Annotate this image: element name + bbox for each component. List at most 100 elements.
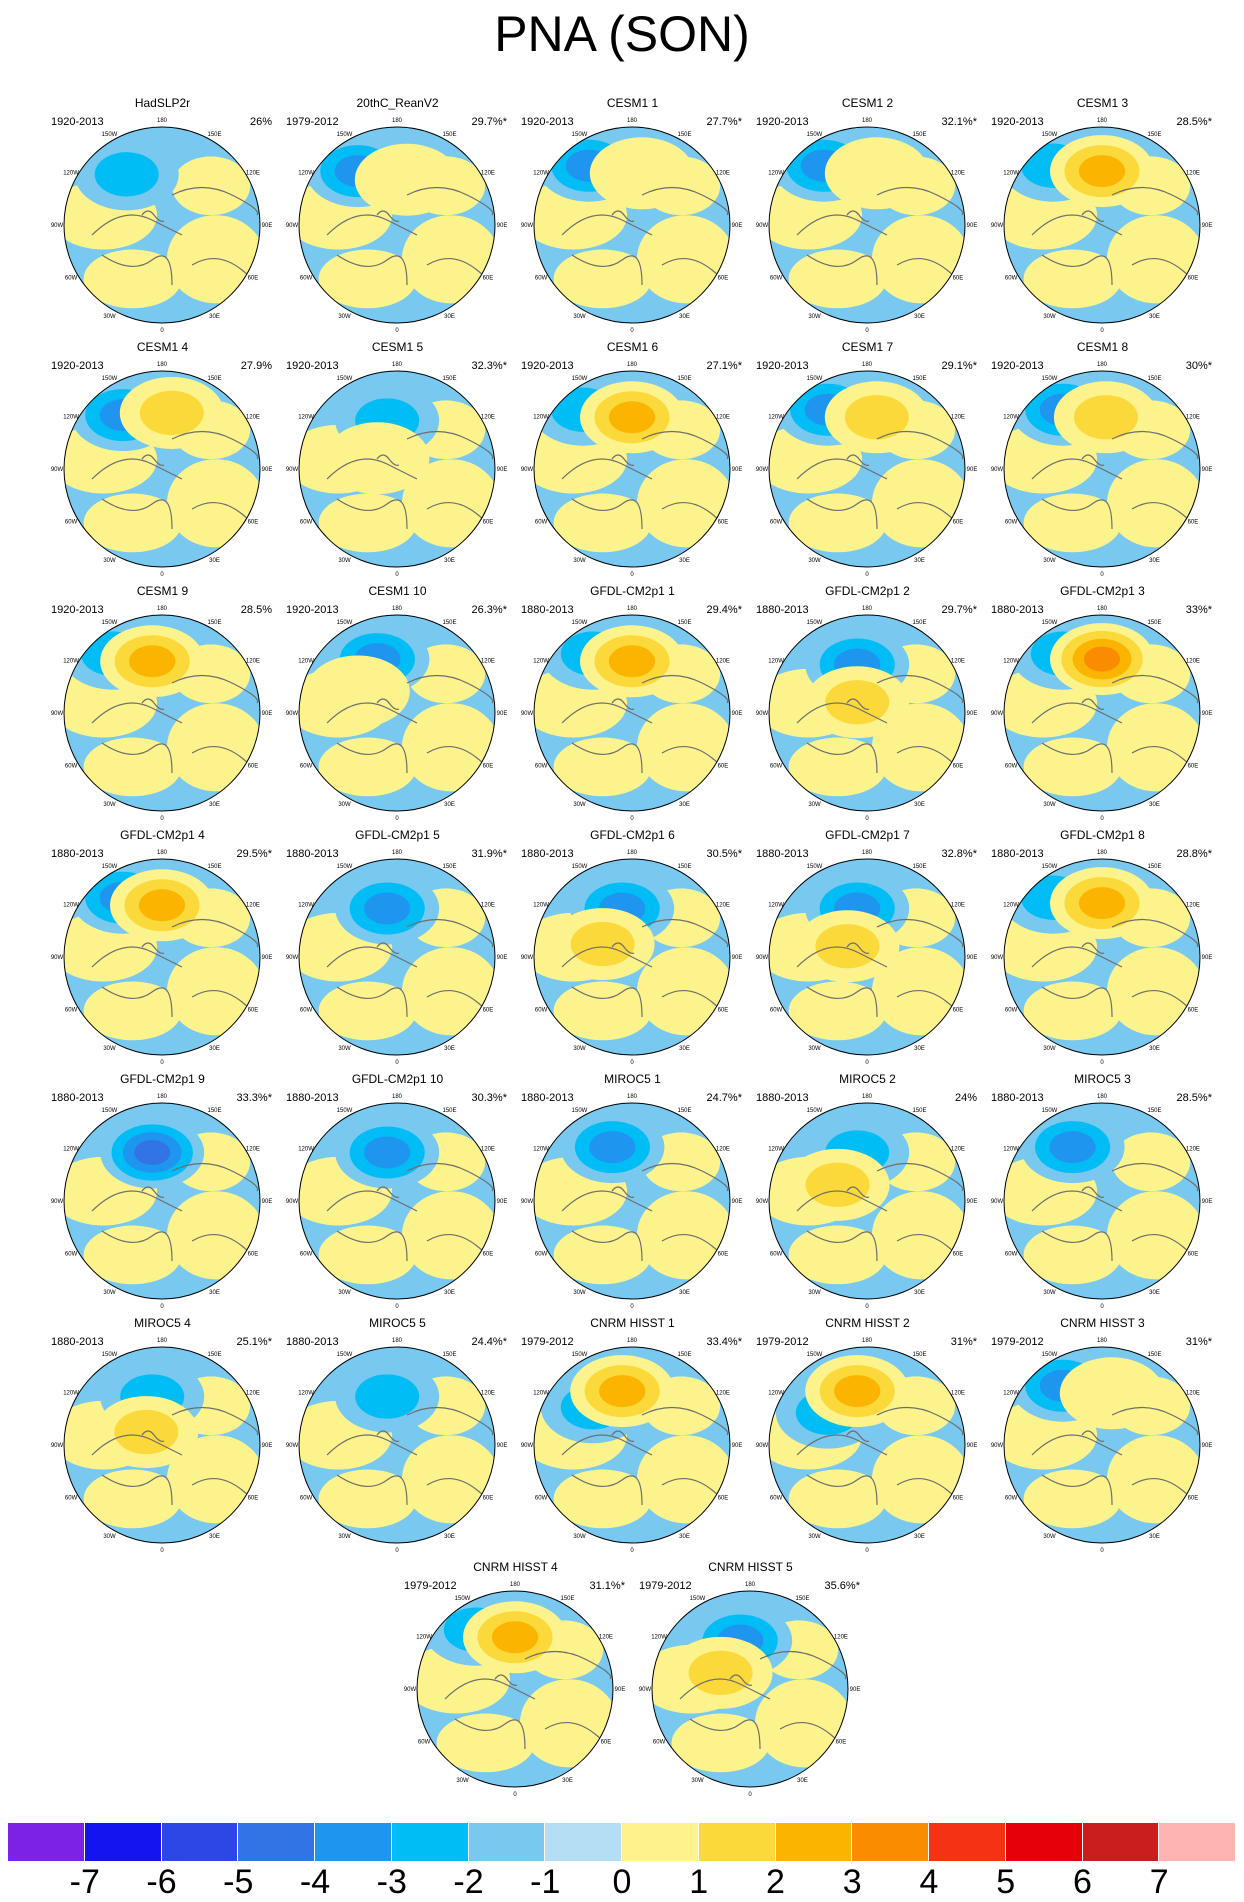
longitude-label: 90E bbox=[1202, 223, 1213, 229]
map-panel: CESM1 3 1920-2013 28.5%* 180 150W 150E 120W 120… bbox=[985, 96, 1220, 336]
longitude-label: 150W bbox=[102, 620, 118, 626]
panel-title: CESM1 3 bbox=[1076, 96, 1129, 110]
polar-map: 180 150W 150E 120W 120E 90W 90E 60W 60E 30W 30E 0 bbox=[286, 850, 508, 1066]
positive-center bbox=[825, 680, 890, 725]
longitude-label: 150E bbox=[1147, 376, 1161, 382]
colorbar-swatch bbox=[238, 1823, 315, 1861]
longitude-label: 0 bbox=[630, 328, 634, 334]
panel-period: 1920-2013 bbox=[991, 116, 1044, 128]
longitude-label: 180 bbox=[1097, 1338, 1108, 1344]
longitude-label: 120W bbox=[1003, 415, 1019, 421]
longitude-label: 150W bbox=[337, 1108, 353, 1114]
panel-variance: 31%* bbox=[950, 1336, 977, 1348]
longitude-label: 120W bbox=[1003, 659, 1019, 665]
colorbar-swatch bbox=[622, 1823, 699, 1861]
longitude-label: 150W bbox=[690, 1596, 706, 1602]
coastline bbox=[326, 186, 495, 296]
map-panel: 20thC_ReanV2 1979-2012 29.7%* 180 150W 150E 12… bbox=[280, 96, 515, 336]
panel-title: GFDL-CM2p1 2 bbox=[825, 584, 910, 598]
polar-map: 180 150W 150E 120W 120E 90W 90E 60W 60E 30W 30E 0 bbox=[521, 850, 743, 1066]
map-panel: CNRM HISST 1 1979-2012 33.4%* 180 150W 150E 12… bbox=[515, 1316, 750, 1556]
longitude-label: 90W bbox=[756, 711, 769, 717]
longitude-label: 60W bbox=[770, 276, 783, 282]
positive-region bbox=[166, 1435, 260, 1524]
longitude-label: 90W bbox=[51, 1443, 64, 1449]
colorbar-label: 3 bbox=[842, 1863, 862, 1901]
polar-map: 180 150W 150E 120W 120E 90W 90E 60W 60E 30W 30E 0 bbox=[51, 606, 273, 822]
panel-title: CNRM HISST 5 bbox=[708, 1560, 793, 1574]
positive-center bbox=[491, 1621, 539, 1654]
positive-region bbox=[166, 1191, 260, 1280]
longitude-label: 60W bbox=[65, 276, 78, 282]
longitude-label: 120W bbox=[533, 659, 549, 665]
longitude-label: 150W bbox=[572, 620, 588, 626]
panel-title: CESM1 4 bbox=[136, 340, 189, 354]
negative-center bbox=[589, 1131, 636, 1164]
longitude-label: 60E bbox=[718, 1252, 729, 1258]
longitude-label: 60W bbox=[770, 1496, 783, 1502]
longitude-label: 90E bbox=[262, 1199, 273, 1205]
longitude-label: 120W bbox=[533, 1147, 549, 1153]
map-border bbox=[533, 1346, 731, 1544]
longitude-label: 60E bbox=[248, 1008, 259, 1014]
longitude-label: 150E bbox=[207, 132, 221, 138]
longitude-label: 120E bbox=[716, 903, 730, 909]
positive-region bbox=[83, 1469, 182, 1529]
longitude-label: 60E bbox=[953, 520, 964, 526]
longitude-label: 30E bbox=[1149, 558, 1160, 564]
polar-map: 180 150W 150E 120W 120E 90W 90E 60W 60E 30W 30E 0 bbox=[756, 118, 978, 334]
map-panel: CESM1 9 1920-2013 28.5% 180 150W 150E 120W 120E… bbox=[45, 584, 280, 824]
longitude-label: 120W bbox=[63, 415, 79, 421]
longitude-label: 0 bbox=[1100, 572, 1104, 578]
positive-region bbox=[318, 1225, 417, 1285]
longitude-label: 30E bbox=[444, 802, 455, 808]
longitude-label: 30E bbox=[1149, 802, 1160, 808]
map-border bbox=[63, 370, 261, 568]
longitude-label: 150W bbox=[102, 1108, 118, 1114]
positive-region bbox=[401, 1191, 495, 1280]
map-border bbox=[298, 126, 496, 324]
panel-title: CNRM HISST 4 bbox=[473, 1560, 558, 1574]
longitude-label: 150W bbox=[1042, 864, 1058, 870]
longitude-label: 0 bbox=[160, 572, 164, 578]
longitude-label: 180 bbox=[627, 1094, 638, 1100]
longitude-label: 150W bbox=[807, 864, 823, 870]
positive-region bbox=[788, 737, 887, 797]
longitude-label: 180 bbox=[1097, 118, 1108, 124]
longitude-label: 150E bbox=[912, 1352, 926, 1358]
longitude-label: 120W bbox=[63, 1391, 79, 1397]
longitude-label: 30W bbox=[456, 1778, 469, 1784]
longitude-label: 120E bbox=[599, 1635, 613, 1641]
positive-center bbox=[1083, 646, 1121, 672]
longitude-label: 30W bbox=[808, 1046, 821, 1052]
longitude-label: 30E bbox=[914, 1046, 925, 1052]
positive-region bbox=[1023, 249, 1122, 309]
positive-center bbox=[1059, 1357, 1164, 1430]
longitude-label: 90E bbox=[967, 1199, 978, 1205]
longitude-label: 120W bbox=[1003, 171, 1019, 177]
longitude-label: 120E bbox=[951, 903, 965, 909]
longitude-label: 150W bbox=[572, 132, 588, 138]
panel-title: CESM1 10 bbox=[368, 584, 427, 598]
panel-variance: 27.7%* bbox=[706, 116, 742, 128]
map-border bbox=[1003, 858, 1201, 1056]
positive-region bbox=[871, 215, 965, 304]
longitude-label: 120E bbox=[246, 1147, 260, 1153]
longitude-label: 60W bbox=[65, 1496, 78, 1502]
panel-variance: 29.7%* bbox=[941, 604, 977, 616]
map-panel: GFDL-CM2p1 7 1880-2013 32.8%* 180 150W 150E 12… bbox=[750, 828, 985, 1068]
colorbar-label: 6 bbox=[1073, 1863, 1092, 1901]
longitude-label: 120E bbox=[481, 659, 495, 665]
map-panel: CESM1 6 1920-2013 27.1%* 180 150W 150E 120W 120… bbox=[515, 340, 750, 580]
negative-center bbox=[355, 1374, 420, 1419]
longitude-label: 120E bbox=[481, 1147, 495, 1153]
panel-title: GFDL-CM2p1 1 bbox=[590, 584, 675, 598]
map-border bbox=[63, 1102, 261, 1300]
positive-region bbox=[636, 1191, 730, 1280]
panel-period: 1880-2013 bbox=[991, 848, 1044, 860]
longitude-label: 30E bbox=[914, 1290, 925, 1296]
coastline bbox=[796, 1162, 965, 1272]
longitude-label: 90W bbox=[51, 467, 64, 473]
positive-region bbox=[401, 215, 495, 304]
negative-center bbox=[94, 152, 159, 197]
